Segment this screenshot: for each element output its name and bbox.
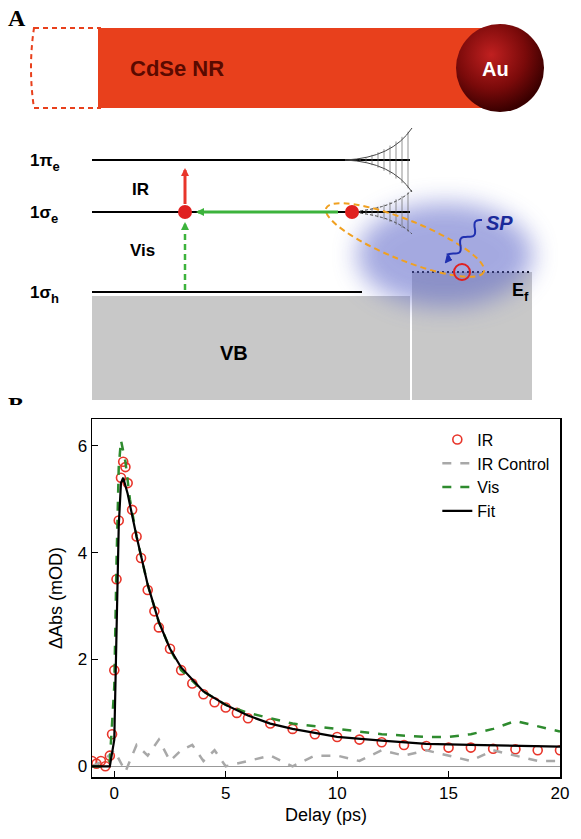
svg-text:A: A [8,5,26,31]
svg-text:15: 15 [439,784,458,803]
svg-text:VB: VB [220,342,248,364]
svg-text:4: 4 [78,544,87,563]
svg-text:IR: IR [477,432,493,449]
svg-text:Vis: Vis [477,479,499,496]
html-text:B: B [8,392,24,418]
svg-text:0: 0 [110,784,119,803]
svg-text:Ef: Ef [512,280,529,304]
svg-text:1σe: 1σe [30,203,58,226]
svg-text:10: 10 [328,784,347,803]
svg-text:IR Control: IR Control [477,456,549,473]
svg-text:Vis: Vis [130,241,155,260]
svg-text:Delay (ps): Delay (ps) [285,805,367,825]
svg-text:SP: SP [486,212,513,234]
svg-text:0: 0 [78,757,87,776]
svg-text:ΔAbs (mOD): ΔAbs (mOD) [46,547,66,649]
svg-text:2: 2 [78,650,87,669]
svg-text:20: 20 [551,784,570,803]
svg-text:IR: IR [132,180,149,199]
svg-text:1πe: 1πe [30,151,60,174]
svg-text:Fit: Fit [477,503,495,520]
svg-text:1σh: 1σh [30,283,59,306]
svg-text:5: 5 [221,784,230,803]
svg-text:CdSe NR: CdSe NR [130,56,224,81]
svg-text:6: 6 [78,437,87,456]
svg-text:Au: Au [482,58,509,80]
